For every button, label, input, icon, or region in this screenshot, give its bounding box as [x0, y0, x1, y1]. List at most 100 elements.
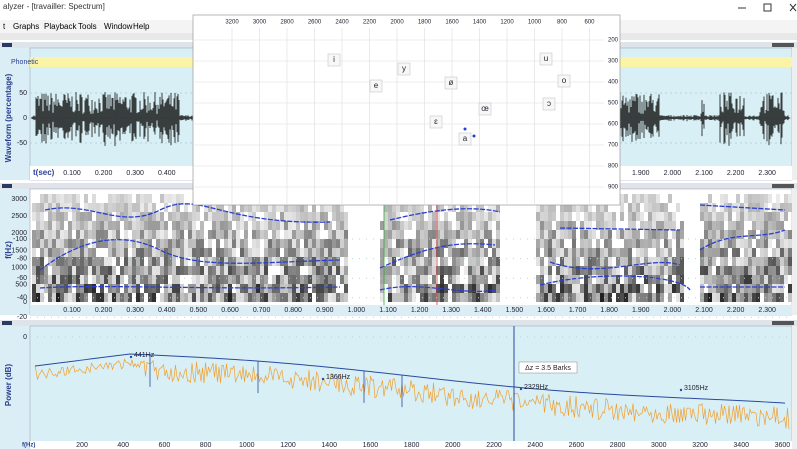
spectrogram-cell [156, 284, 160, 293]
spectrogram-cell [452, 257, 456, 266]
spectrogram-cell [252, 239, 256, 248]
x-tick-label: 2.200 [727, 170, 745, 177]
spectrogram-cell [780, 275, 784, 284]
spectrogram-cell [32, 266, 36, 275]
spectrogram-cell [256, 239, 260, 248]
spectrogram-cell [40, 221, 44, 230]
spectrogram-cell [312, 248, 316, 257]
delta-label: Δz = 3.5 Barks [525, 365, 571, 372]
spectrogram-cell [44, 221, 48, 230]
spectrogram-cell [264, 239, 268, 248]
spectrogram-cell [284, 293, 288, 302]
spectrogram-cell [416, 284, 420, 293]
spectrogram-cell [752, 284, 756, 293]
spectrogram-cell [608, 230, 612, 239]
spectrogram-cell [296, 266, 300, 275]
spectrogram-cell [192, 248, 196, 257]
spectrogram-cell [344, 284, 348, 293]
spectrogram-cell [184, 212, 188, 221]
spectrogram-cell [72, 194, 76, 203]
spectrogram-cell [468, 230, 472, 239]
spectrogram-cell [36, 212, 40, 221]
spectrogram-cell [640, 284, 644, 293]
spectrogram-cell [316, 266, 320, 275]
spectrogram-cell [484, 266, 488, 275]
x-tick-label: 1.000 [348, 307, 366, 314]
spectrogram-cell [304, 212, 308, 221]
spectrogram-cell [312, 239, 316, 248]
spectrogram-cell [628, 248, 632, 257]
spectrogram-cell [580, 239, 584, 248]
spectrogram-cell [764, 221, 768, 230]
spectrogram-cell [760, 239, 764, 248]
spectrogram-cell [728, 212, 732, 221]
spectrogram-cell [572, 239, 576, 248]
spectrogram-cell [636, 212, 640, 221]
spectrogram-cell [160, 212, 164, 221]
spectrogram-cell [108, 257, 112, 266]
spectrogram-cell [584, 293, 588, 302]
spectrogram-cell [488, 221, 492, 230]
spectrogram-cell [96, 257, 100, 266]
spectrogram-cell [424, 284, 428, 293]
spectrogram-cell [756, 266, 760, 275]
spectrogram-cell [592, 257, 596, 266]
spectrogram-cell [40, 194, 44, 203]
spectrogram-cell [664, 239, 668, 248]
spectrogram-cell [64, 248, 68, 257]
spectrogram-cell [180, 230, 184, 239]
spectrogram-cell [460, 284, 464, 293]
spectrogram-cell [64, 266, 68, 275]
menu-item[interactable]: Help [133, 22, 150, 31]
spectrogram-cell [120, 266, 124, 275]
spectrogram-cell [36, 239, 40, 248]
spectrogram-cell [600, 266, 604, 275]
spectrogram-cell [72, 239, 76, 248]
spectrogram-cell [484, 248, 488, 257]
spectrogram-cell [120, 275, 124, 284]
spectrogram-cell [380, 248, 384, 257]
spectrogram-cell [540, 239, 544, 248]
spectrogram-cell [48, 203, 52, 212]
spectrogram-cell [304, 293, 308, 302]
spectrogram-cell [220, 257, 224, 266]
menu-item[interactable]: Graphs [13, 22, 39, 31]
spectrogram-cell [308, 239, 312, 248]
spectrogram-cell [396, 266, 400, 275]
spectrogram-cell [404, 293, 408, 302]
menu-item[interactable]: Playback [44, 22, 77, 31]
spectrogram-cell [264, 275, 268, 284]
spectrogram-cell [760, 248, 764, 257]
spectrogram-cell [68, 221, 72, 230]
spectrogram-cell [240, 266, 244, 275]
spectrogram-cell [668, 266, 672, 275]
spectrogram-cell [36, 203, 40, 212]
vowel-label: a [463, 134, 468, 143]
spectrogram-cell [344, 212, 348, 221]
spectrogram-cell [408, 275, 412, 284]
spectrogram-cell [136, 257, 140, 266]
menu-item[interactable]: Tools [78, 22, 97, 31]
spectrogram-cell [760, 212, 764, 221]
spectrogram-cell [80, 257, 84, 266]
spectrogram-cell [264, 230, 268, 239]
spectrogram-cell [664, 248, 668, 257]
spectrogram-cell [48, 284, 52, 293]
spectrogram-cell [96, 266, 100, 275]
spectrogram-cell [88, 257, 92, 266]
spectrogram-cell [540, 266, 544, 275]
spectrogram-cell [84, 221, 88, 230]
spectrogram-cell [496, 230, 500, 239]
spectrogram-cell [400, 239, 404, 248]
spectrogram-cell [640, 248, 644, 257]
spectrogram-cell [272, 239, 276, 248]
spectrogram-cell [536, 257, 540, 266]
spectrogram-cell [272, 221, 276, 230]
menu-item[interactable]: Window [104, 22, 133, 31]
spectrogram-cell [236, 266, 240, 275]
spectrogram-cell [652, 203, 656, 212]
spectrogram-cell [648, 257, 652, 266]
spectrogram-cell [32, 248, 36, 257]
x-tick-label: 1.100 [379, 307, 397, 314]
spectrogram-cell [776, 239, 780, 248]
